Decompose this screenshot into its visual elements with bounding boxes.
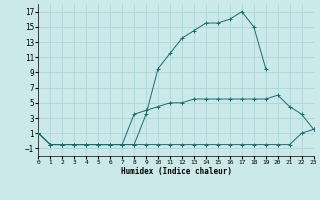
X-axis label: Humidex (Indice chaleur): Humidex (Indice chaleur) — [121, 167, 231, 176]
